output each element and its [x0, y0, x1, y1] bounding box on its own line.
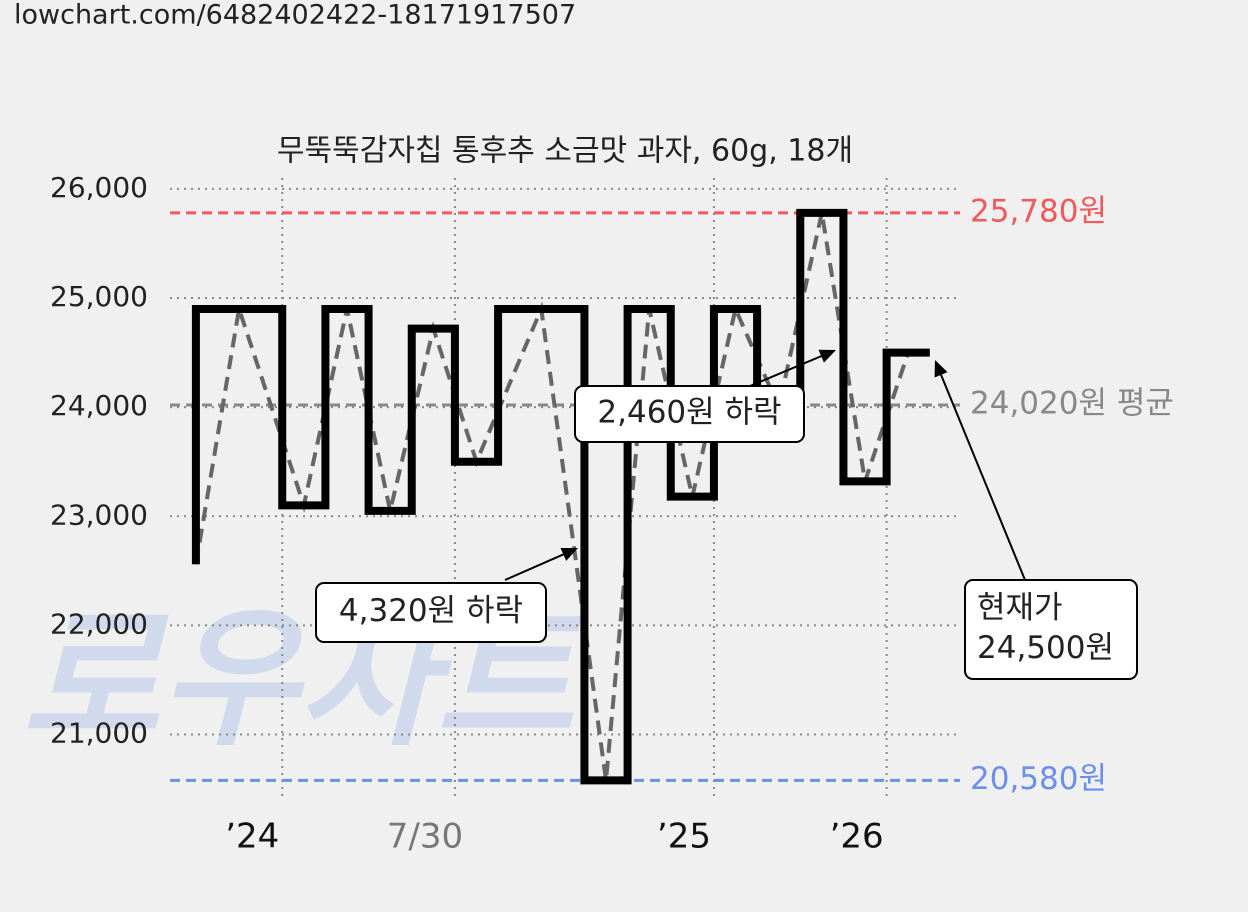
- y-tick-label: 21,000: [50, 717, 148, 750]
- y-tick-label: 26,000: [50, 171, 148, 204]
- y-tick-label: 25,000: [50, 280, 148, 313]
- annotation-text: 2,460원 하락: [597, 395, 781, 431]
- x-tick-label: 7/30: [387, 817, 463, 857]
- annotation-arrow: [749, 353, 826, 387]
- annotation-arrow: [938, 370, 1026, 581]
- arrow-head: [560, 548, 578, 561]
- trend-line: [193, 212, 930, 781]
- annotation-text: 24,500원: [977, 630, 1114, 666]
- x-tick-label: ’25: [657, 817, 711, 857]
- reference-label: 20,580원: [970, 761, 1107, 797]
- annotation-box: [964, 579, 1138, 680]
- annotation-box: [315, 582, 547, 643]
- reference-label: 25,780원: [970, 193, 1107, 229]
- annotation-box: [574, 385, 805, 443]
- url: lowchart.com/6482402422-18171917507: [14, 0, 576, 31]
- x-tick-label: ’24: [225, 817, 279, 857]
- arrow-head: [934, 360, 948, 378]
- annotation-text: 4,320원 하락: [339, 593, 523, 629]
- y-tick-label: 24,000: [50, 389, 148, 422]
- annotation-arrow: [504, 551, 568, 581]
- annotation-text: 현재가: [977, 590, 1063, 626]
- arrow-head: [818, 349, 836, 363]
- x-tick-label: ’26: [830, 817, 884, 857]
- chart-title: 무뚝뚝감자칩 통후추 소금맛 과자, 60g, 18개: [277, 134, 853, 169]
- y-tick-label: 22,000: [50, 607, 148, 640]
- y-tick-label: 23,000: [50, 498, 148, 531]
- price-line: [191, 208, 930, 785]
- reference-label: 24,020원 평균: [970, 385, 1174, 421]
